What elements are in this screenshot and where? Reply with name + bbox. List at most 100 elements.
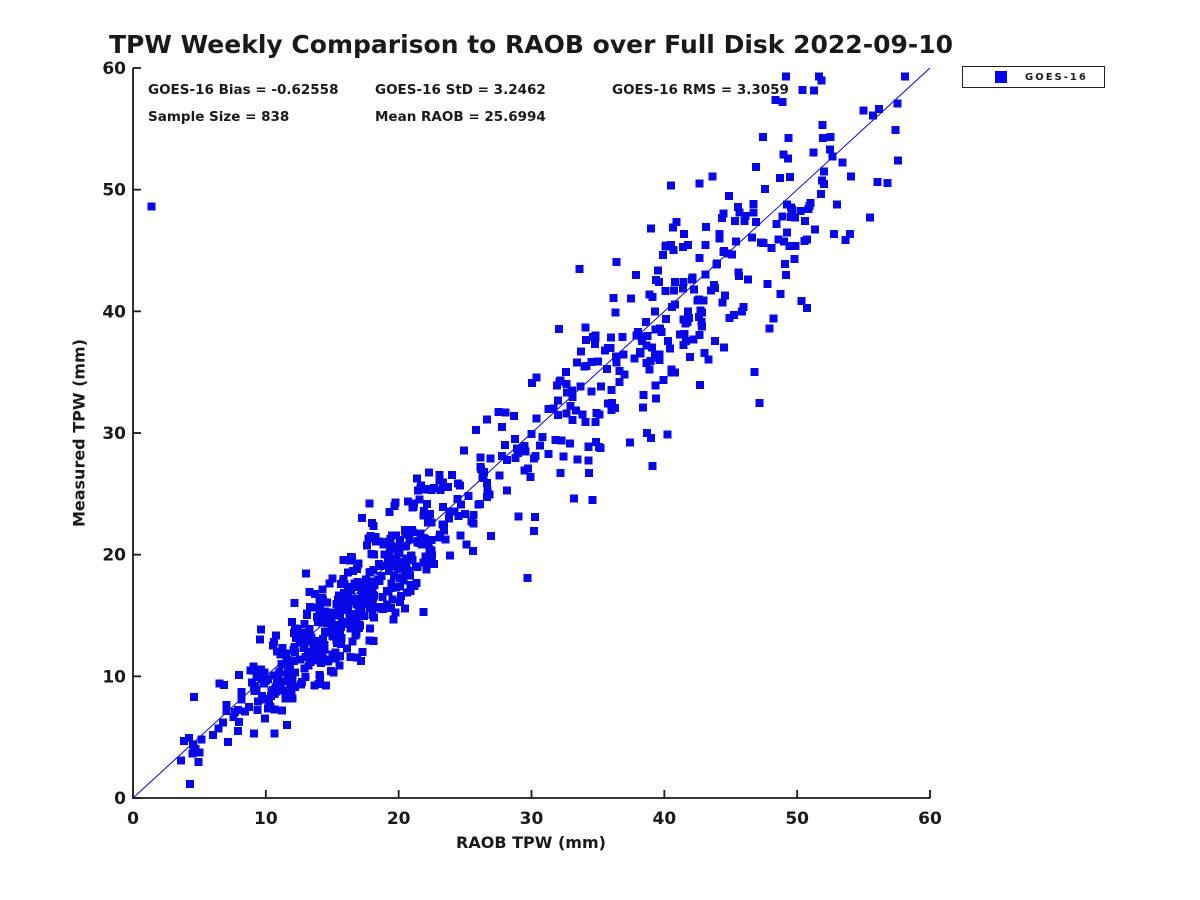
data-point [343,605,352,613]
data-point [688,273,697,282]
data-point [701,270,710,279]
data-point [698,308,707,317]
data-point [556,468,565,477]
data-point [388,595,397,604]
data-point [781,271,790,280]
x-tick-label: 40 [652,809,676,829]
data-point [415,495,424,504]
data-point [750,368,759,377]
data-point [719,209,728,218]
data-point [671,277,680,286]
data-point [420,534,429,543]
data-point [385,545,394,553]
data-point [869,111,878,120]
data-point [652,275,661,284]
data-point [281,649,290,658]
data-point [394,565,403,574]
data-point [424,515,433,524]
data-point [277,706,286,715]
data-point [283,670,292,679]
data-point [563,388,572,397]
data-point [510,411,519,420]
data-point [642,317,650,326]
data-point [520,466,529,475]
data-point [349,624,358,633]
data-point [819,179,828,188]
data-point [423,499,431,508]
data-point [648,343,657,352]
data-point [733,203,742,212]
data-point [743,275,752,284]
data-point [500,440,509,449]
data-point [846,229,854,238]
data-point [643,332,652,340]
data-point [779,150,788,159]
stat-rms-text: GOES-16 RMS = 3.3059 [612,82,789,98]
stat-mean-raob-text: Mean RAOB = 25.6994 [375,109,546,125]
data-point [610,403,619,412]
data-point [655,324,664,333]
data-point [309,656,318,665]
data-point [648,461,657,470]
data-point [436,530,445,539]
data-point [441,535,450,544]
data-point [707,286,716,295]
data-point [260,668,269,677]
y-tick-label: 20 [102,546,126,566]
data-point [804,204,813,213]
data-point [365,568,374,577]
data-point [671,368,680,377]
data-point [680,330,689,339]
data-point [407,551,416,560]
data-point [791,213,799,222]
data-point [457,500,465,509]
data-point [798,85,807,94]
data-point [329,668,338,677]
data-point [331,654,340,663]
data-point [725,314,734,323]
data-point [647,434,656,442]
data-point [321,627,330,636]
data-point [339,594,348,603]
data-point [520,442,529,451]
data-point [195,748,204,757]
data-point [295,655,304,664]
data-point [780,237,789,246]
data-point [408,528,417,537]
data-point [569,494,578,503]
data-point [562,379,571,388]
data-point [704,355,713,364]
data-point [300,664,309,673]
data-point [659,375,668,384]
data-point [385,550,394,559]
data-point [318,585,327,594]
data-point [387,559,396,568]
data-point [276,680,285,689]
data-point [283,688,292,697]
data-point [357,514,366,522]
x-tick-label: 30 [520,809,544,829]
data-point [387,604,396,612]
data-point [700,348,709,357]
data-point [551,436,560,445]
data-point [577,347,586,356]
data-point [627,294,636,303]
scatter-points [147,72,909,789]
data-point [368,610,377,619]
data-point [362,541,371,550]
data-point [425,468,434,477]
data-point [419,511,428,520]
data-point [291,634,300,643]
data-point [483,486,492,495]
data-point [552,381,561,390]
data-point [685,352,694,361]
data-point [401,526,410,535]
data-point [576,382,585,391]
data-point [410,499,419,508]
data-point [366,531,375,540]
data-point [791,242,800,251]
data-point [396,558,405,567]
stat-std-text: GOES-16 StD = 3.2462 [375,82,546,98]
data-point [679,243,688,251]
y-tick-label: 40 [102,302,126,322]
